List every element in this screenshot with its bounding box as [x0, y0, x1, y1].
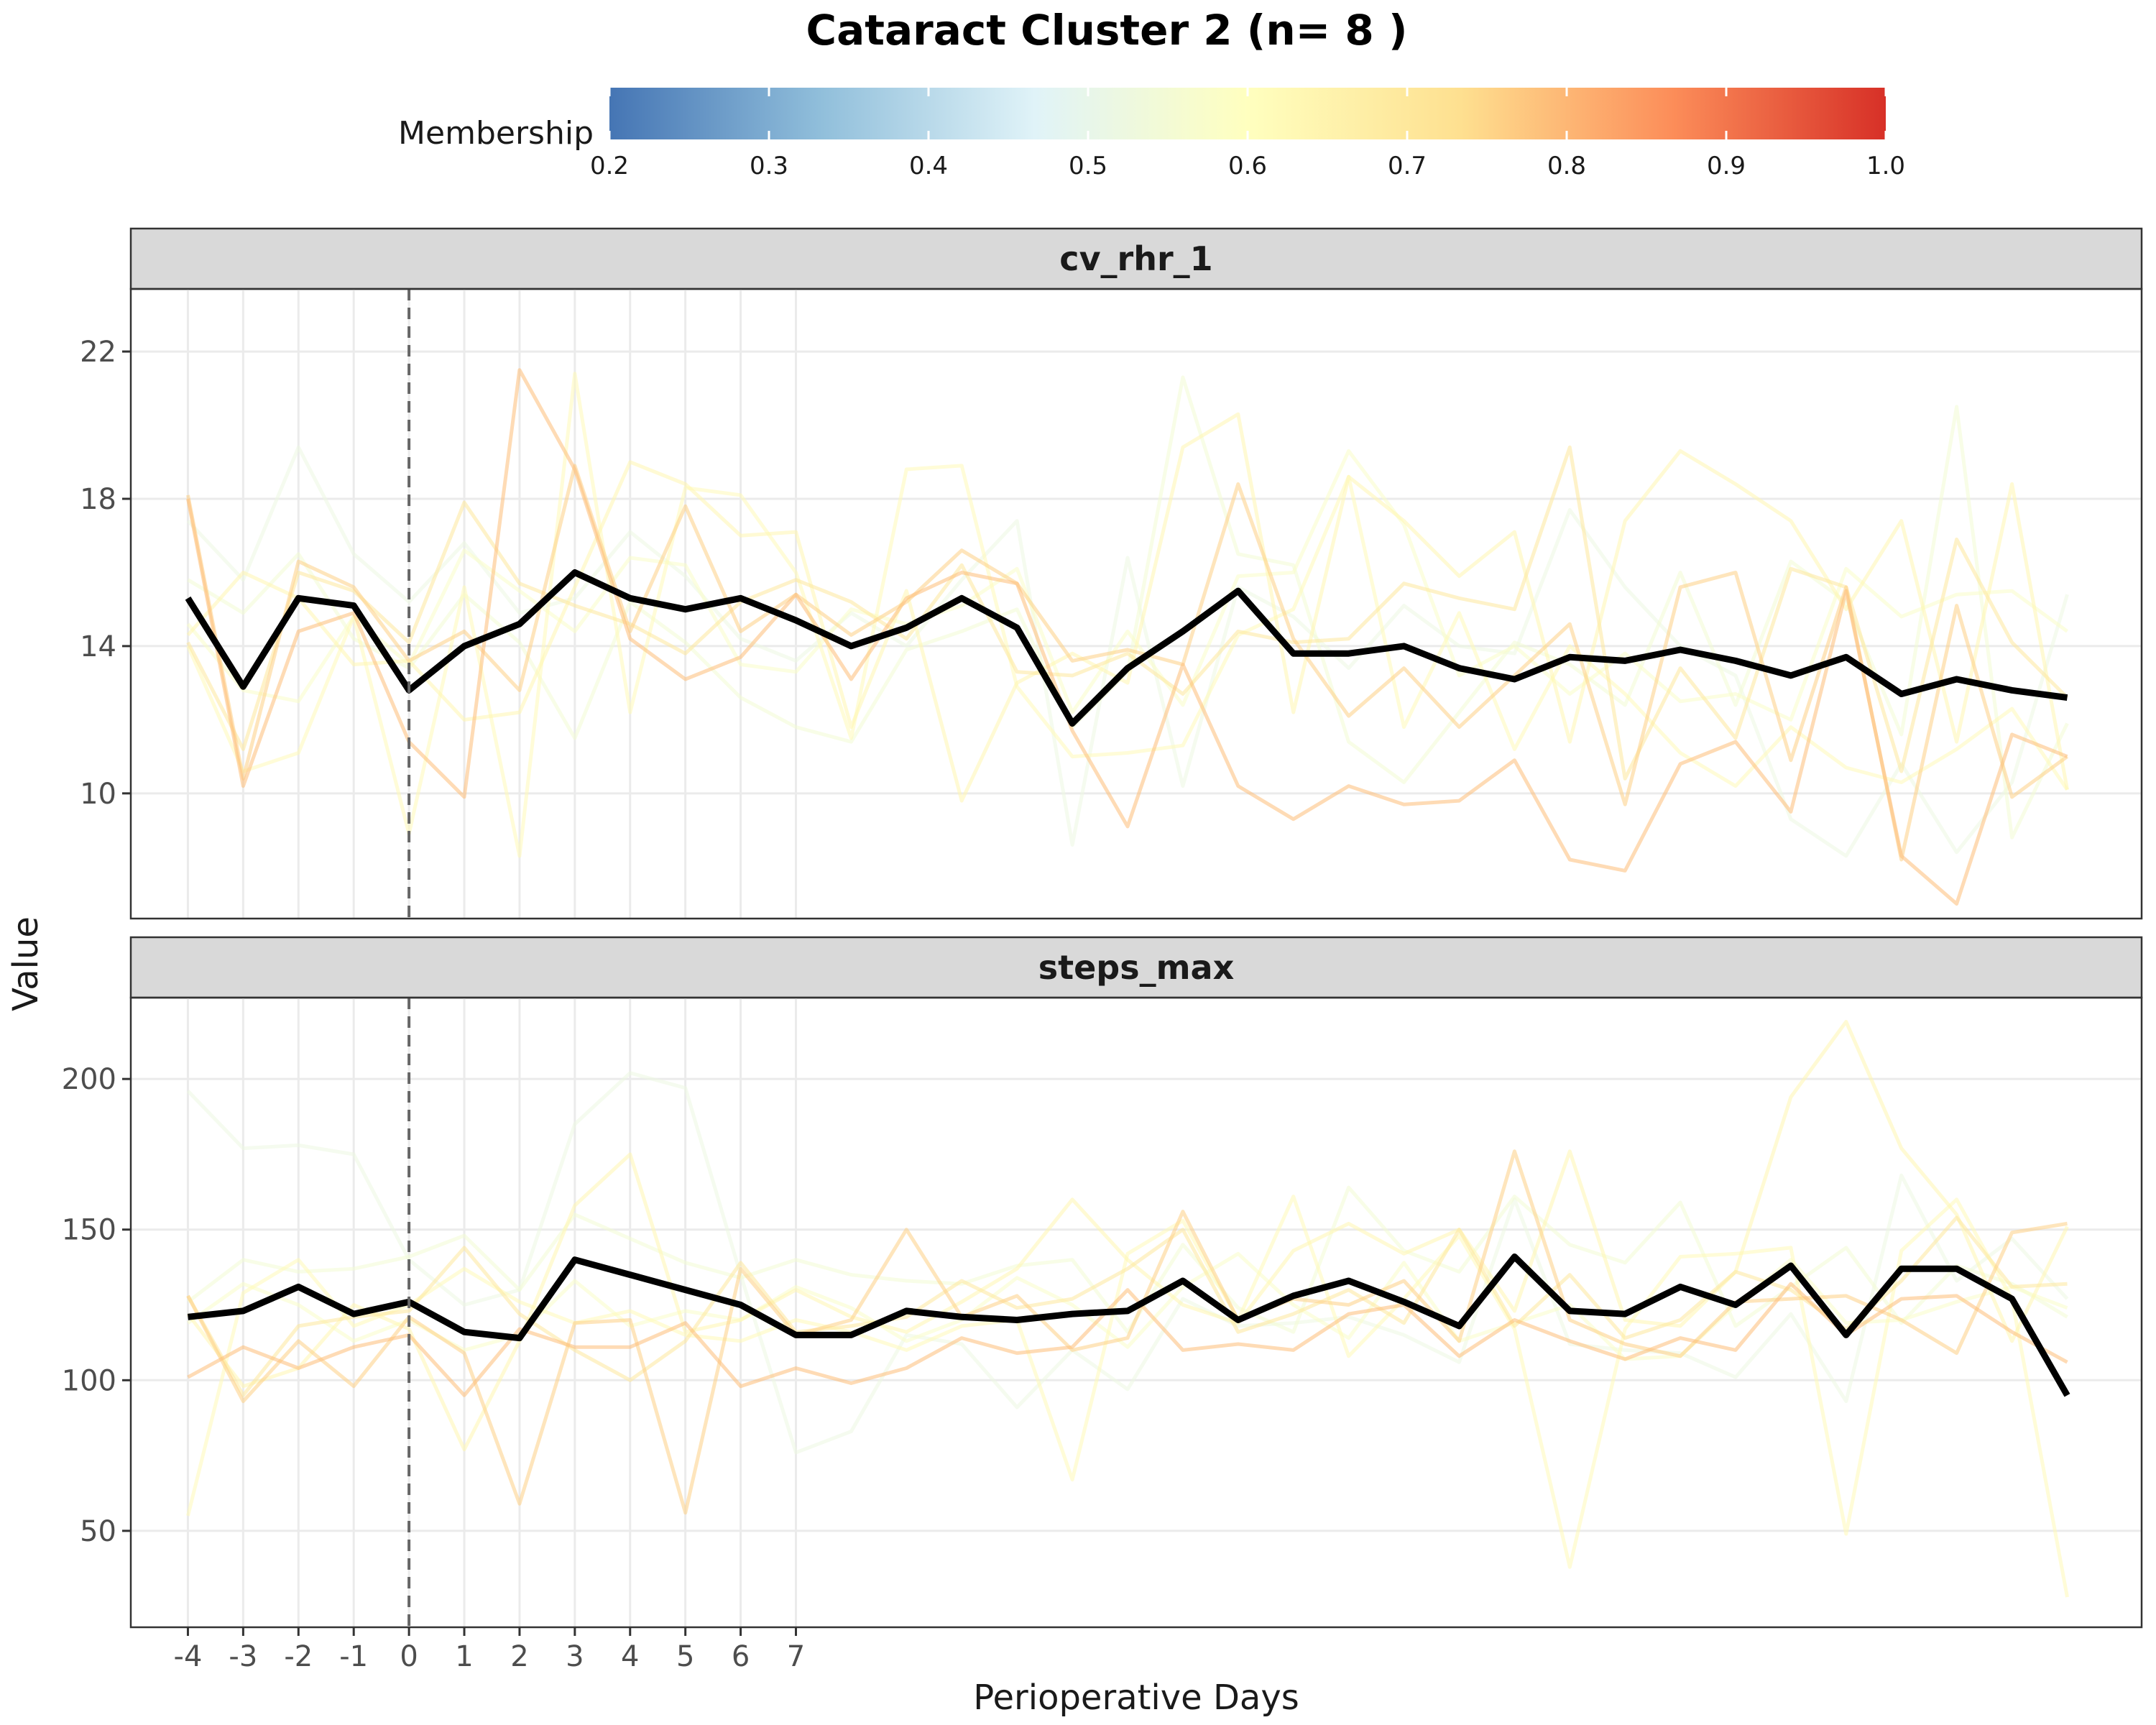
panel-border-cv-rhr-1: [129, 288, 2143, 920]
x-tick-label: -3: [229, 1640, 257, 1673]
strip-label-cv-rhr-1: cv_rhr_1: [1059, 239, 1212, 278]
panel-cv-rhr-1: cv_rhr_1 10 14 18 22: [80, 227, 2143, 920]
chart-title: Cataract Cluster 2 (n= 8 ): [806, 6, 1408, 55]
y-tick-label: 200: [62, 1063, 116, 1096]
strip-cv-rhr-1: [129, 227, 2143, 290]
x-tick-label: 0: [400, 1640, 418, 1673]
y-tick-label: 14: [80, 630, 116, 663]
x-tick-label: -1: [339, 1640, 368, 1673]
y-tick-label: 150: [62, 1214, 116, 1247]
legend-tick-label: 1.0: [1866, 152, 1905, 180]
x-axis-title: Perioperative Days: [973, 1678, 1299, 1718]
y-tick-label: 10: [80, 778, 116, 811]
strip-steps-max: [129, 936, 2143, 999]
x-tick-label: 2: [510, 1640, 528, 1673]
series-line-2: [186, 1185, 2068, 1334]
x-tick-label: 5: [676, 1640, 694, 1673]
mean-line: [185, 569, 2068, 727]
x-tick-label: 4: [621, 1640, 639, 1673]
series-line-1: [186, 1071, 2069, 1455]
y-axis-title: Value: [6, 916, 46, 1011]
y-tick-label: 18: [80, 483, 116, 516]
legend-tick-label: 0.3: [750, 152, 788, 180]
panel-steps-max: steps_max 50 100 150 200: [62, 936, 2143, 1629]
series-line-7: [186, 464, 2068, 862]
strip-label-steps-max: steps_max: [1038, 948, 1235, 987]
legend-title: Membership: [398, 115, 594, 152]
legend-tick-label: 0.5: [1069, 152, 1107, 180]
series-line-5: [186, 412, 2069, 803]
mean-line: [188, 1254, 2070, 1397]
x-tick-label: -2: [284, 1640, 313, 1673]
y-tick-label: 100: [62, 1364, 116, 1397]
series-line-5: [186, 1020, 2069, 1452]
legend: Membership 0.2 0.3 0.4 0.5 0.6 0.7 0.8 0.9 1.0: [398, 88, 1905, 180]
series-line-3: [186, 448, 2068, 722]
legend-tick-label: 0.2: [590, 152, 629, 180]
legend-tick-label: 0.9: [1707, 152, 1746, 180]
series-line-6: [186, 1215, 2068, 1397]
legend-tick-label: 0.4: [909, 152, 948, 180]
x-axis: -4 -3 -2 -1 0 1 2 3 4 5 6 7: [174, 1627, 805, 1673]
series-line-8: [187, 1282, 2068, 1397]
panel-border-steps-max: [129, 996, 2143, 1629]
series-line-1: [186, 445, 2069, 858]
legend-tick-label: 0.6: [1228, 152, 1267, 180]
x-tick-label: 1: [455, 1640, 473, 1673]
series-line-4: [186, 372, 2069, 858]
x-tick-label: 7: [787, 1640, 805, 1673]
x-tick-label: 3: [566, 1640, 584, 1673]
x-tick-label: -4: [174, 1640, 203, 1673]
legend-tick-label: 0.7: [1388, 152, 1427, 180]
series-line-7: [186, 1149, 2068, 1515]
legend-ticks: 0.2 0.3 0.4 0.5 0.6 0.7 0.8 0.9 1.0: [590, 88, 1905, 180]
y-tick-label: 22: [80, 336, 116, 369]
y-tick-label: 50: [80, 1515, 116, 1548]
series-line-6: [186, 445, 2069, 781]
series-line-8: [186, 368, 2068, 906]
x-tick-label: 6: [732, 1640, 750, 1673]
legend-tick-label: 0.8: [1547, 152, 1586, 180]
